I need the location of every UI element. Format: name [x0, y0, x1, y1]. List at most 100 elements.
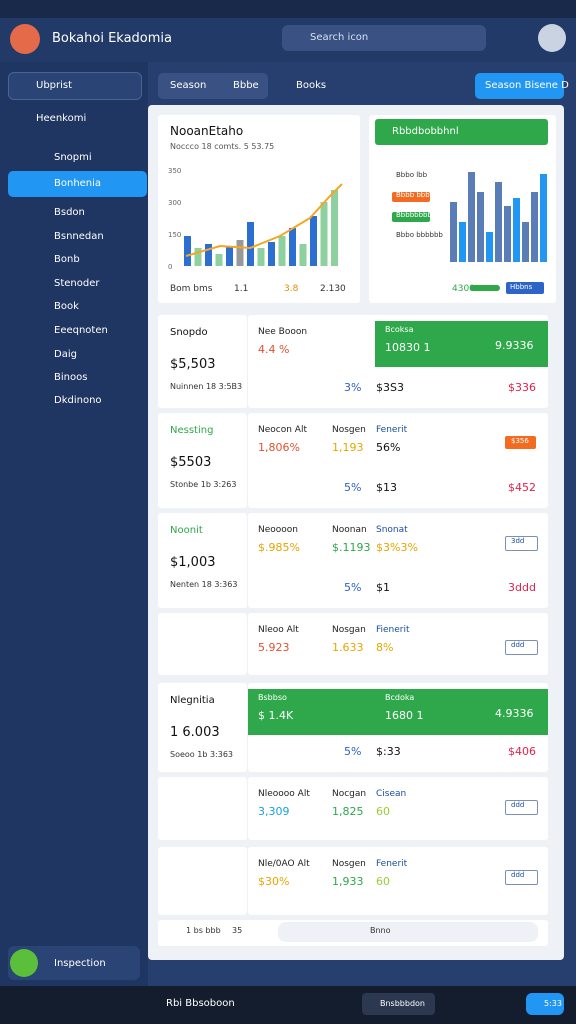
nav-item[interactable]: Book	[54, 301, 79, 312]
row-card	[248, 413, 548, 508]
band-text: 10830 1	[385, 341, 431, 354]
clock[interactable]	[526, 993, 564, 1015]
tab[interactable]: Season	[170, 80, 207, 91]
avatar[interactable]	[538, 24, 566, 52]
badge	[505, 536, 538, 551]
overview-footer: 3.8	[284, 284, 299, 294]
col-label: Fienerit	[376, 625, 410, 635]
bottom-value: 3%	[344, 381, 362, 394]
nav-item[interactable]: Stenoder	[54, 278, 100, 289]
col-value: 1,825	[332, 805, 364, 818]
legend-item: Bbbo lbb	[396, 171, 428, 179]
row-value: $5503	[170, 455, 212, 470]
row-card-left	[158, 683, 247, 772]
row-card-left	[158, 613, 247, 675]
row-card	[248, 847, 548, 915]
comparison-footer: 4300	[452, 284, 475, 294]
badge-text: ddd	[511, 801, 525, 809]
comparison-button	[506, 282, 544, 294]
tab-group	[158, 73, 268, 99]
col-value: 8%	[376, 641, 394, 654]
nav-active	[8, 171, 147, 197]
nav-item[interactable]: Dkdinono	[54, 395, 102, 406]
link[interactable]: Books	[296, 80, 327, 91]
button[interactable]	[475, 73, 564, 99]
row-card	[248, 777, 548, 840]
band-text: 4.9336	[495, 707, 534, 720]
nav-item[interactable]: Bonhenia	[54, 178, 102, 189]
tray[interactable]	[362, 993, 435, 1015]
col-label: Nosgen	[332, 425, 366, 435]
pager-search	[278, 922, 538, 942]
overview-title: NooanEtaho	[170, 124, 244, 138]
nav-item[interactable]: Binoos	[54, 372, 88, 383]
col-label: Nleoooo Alt	[258, 789, 310, 799]
overview-subtitle: Noccco 18 comts. 5 53.75	[170, 142, 275, 151]
col-label: Noonan	[332, 525, 367, 535]
band-text: Bcoksa	[385, 325, 414, 334]
select-text: Ubprist	[36, 80, 73, 91]
select[interactable]	[8, 72, 142, 100]
row-title: Noonit	[170, 525, 203, 536]
user-avatar	[10, 949, 38, 977]
tab[interactable]: Bbbe	[233, 80, 259, 91]
row-foot: Stonbe 1b 3:263	[170, 480, 237, 489]
row-value: $5,503	[170, 357, 216, 372]
col-value: $30%	[258, 875, 290, 888]
band-text: Bsbbso	[258, 693, 287, 702]
overview-footer: Bom bms	[170, 284, 213, 294]
row-title: Nlegnitia	[170, 695, 215, 706]
col-label: Nle/0AO Alt	[258, 859, 310, 869]
col-value: 60	[376, 805, 390, 818]
col-label: Fenerit	[376, 425, 408, 435]
legend-item: Bbbbbbbbd	[396, 211, 437, 219]
legend-chip	[392, 192, 430, 202]
row-card-left	[158, 315, 247, 408]
col-label: Nee Booon	[258, 327, 308, 337]
row-card	[248, 613, 548, 675]
tray-text: Bnsbbbdon	[380, 999, 426, 1008]
app-title: Bokahoi Ekadomia	[52, 31, 173, 46]
logo	[10, 24, 40, 54]
axis-label: 300	[168, 199, 182, 207]
row-title: Snopdo	[170, 327, 208, 338]
pager-search-text: Bnno	[370, 926, 391, 935]
axis-label: 150	[168, 231, 182, 239]
pager-left: 1 bs bbb	[186, 926, 221, 935]
band-text: $ 1.4K	[258, 709, 294, 722]
band-text: Bcdoka	[385, 693, 415, 702]
badge	[505, 436, 536, 449]
badge	[505, 640, 538, 655]
search[interactable]	[282, 25, 486, 51]
nav-item[interactable]: Daig	[54, 349, 77, 360]
taskbar	[0, 986, 576, 1024]
nav-item[interactable]: Bsnnedan	[54, 231, 104, 242]
button-text: Season Bisene D	[485, 80, 569, 91]
bottom-value: $3S3	[376, 381, 404, 394]
row-foot: Nenten 18 3:363	[170, 580, 238, 589]
task-app[interactable]: Rbi Bbsoboon	[166, 998, 235, 1009]
row-title: Nessting	[170, 425, 214, 436]
bottom-value: 5%	[344, 745, 362, 758]
bottom-value: $336	[508, 381, 536, 394]
comparison-header	[375, 119, 548, 145]
titlebar	[0, 0, 576, 18]
comparison-bar	[470, 285, 500, 291]
bottom-value: 3ddd	[508, 581, 536, 594]
nav-top[interactable]: Heenkomi	[36, 113, 87, 124]
col-value: 5.923	[258, 641, 290, 654]
badge	[505, 870, 538, 885]
nav-item[interactable]: Snopmi	[54, 152, 92, 163]
nav-item[interactable]: Bsdon	[54, 207, 85, 218]
legend-item: Bbbo bbbbbb	[396, 231, 443, 239]
nav-item[interactable]: Bonb	[54, 254, 80, 265]
row-card	[248, 513, 548, 608]
badge-text: $356	[511, 437, 529, 445]
badge-text: ddd	[511, 871, 525, 879]
band-text: 1680 1	[385, 709, 424, 722]
col-label: Snonat	[376, 525, 408, 535]
search-text: Search icon	[310, 32, 369, 43]
nav-item[interactable]: Eeeqnoten	[54, 325, 108, 336]
pager-page: 35	[232, 926, 243, 935]
col-value: $.985%	[258, 541, 300, 554]
